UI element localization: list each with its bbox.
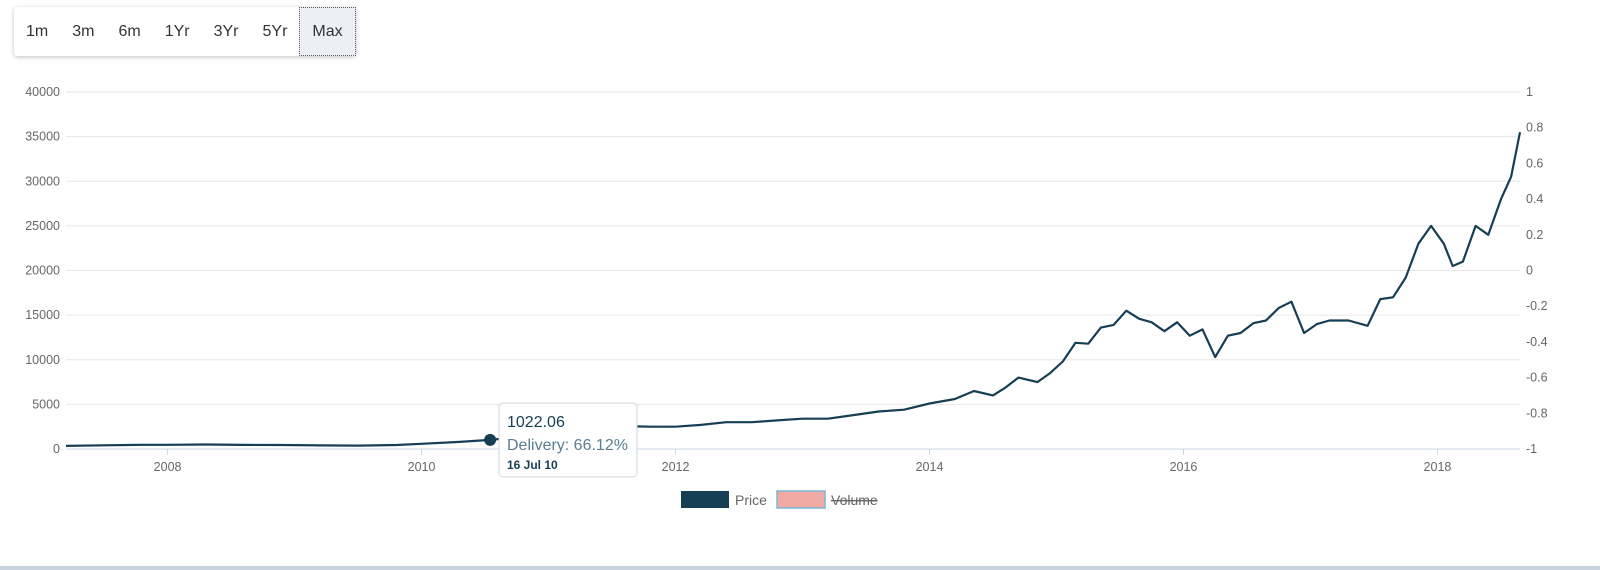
right-axis-tick-label: 0	[1526, 264, 1533, 278]
legend-item-volume[interactable]: Volume	[776, 490, 878, 509]
price-series-line[interactable]	[65, 131, 1522, 447]
tooltip-box	[498, 402, 638, 478]
tooltip-delivery: Delivery: 66.12%	[507, 437, 628, 454]
right-axis-tick-label: -0.8	[1526, 406, 1548, 420]
right-axis-tick-label: 0.2	[1526, 228, 1543, 242]
bottom-scrollbar-strip	[0, 566, 1600, 570]
range-button-max[interactable]: Max	[299, 7, 356, 56]
range-selector: 1m 3m 6m 1Yr 3Yr 5Yr Max	[14, 7, 356, 56]
right-axis-tick-label: 0.8	[1526, 121, 1543, 135]
x-axis: 2008 2010 2012 2014 2016 2018	[154, 449, 1452, 474]
range-button-3m[interactable]: 3m	[72, 23, 95, 40]
left-axis-tick-label: 10000	[25, 353, 60, 367]
right-axis-tick-label: 0.6	[1526, 156, 1543, 170]
right-axis-tick-label: 1	[1526, 85, 1533, 99]
legend: Price Volume	[681, 490, 878, 509]
right-axis-tick-label: -0.2	[1526, 299, 1548, 313]
left-axis-tick-label: 15000	[25, 308, 60, 322]
tooltip-date: 16 Jul 10	[507, 458, 558, 472]
right-axis: -1 -0.8 -0.6 -0.4 -0.2 0 0.2 0.4 0.6 0.8 1	[1526, 85, 1548, 456]
range-button-5yr[interactable]: 5Yr	[262, 23, 288, 40]
left-axis-tick-label: 25000	[25, 219, 60, 233]
range-button-1m[interactable]: 1m	[26, 23, 49, 40]
x-axis-tick-label: 2014	[916, 460, 944, 474]
right-axis-tick-label: -0.4	[1526, 335, 1548, 349]
left-axis-tick-label: 35000	[25, 130, 60, 144]
legend-swatch-price	[681, 491, 729, 508]
grid-lines	[66, 91, 1520, 405]
right-axis-tick-label: -1	[1526, 442, 1537, 456]
right-axis-tick-label: -0.6	[1526, 371, 1548, 385]
left-axis-tick-label: 20000	[25, 264, 60, 278]
legend-label-price: Price	[735, 492, 767, 508]
left-axis-tick-label: 5000	[32, 397, 60, 411]
legend-label-volume: Volume	[831, 492, 878, 508]
x-axis-tick-label: 2016	[1170, 460, 1198, 474]
left-axis-tick-label: 40000	[25, 85, 60, 99]
left-axis-tick-label: 30000	[25, 174, 60, 188]
legend-item-price[interactable]: Price	[681, 491, 767, 508]
tooltip: 1022.06 Delivery: 66.12% 16 Jul 10	[498, 402, 638, 478]
x-axis-tick-label: 2018	[1424, 460, 1452, 474]
x-axis-tick-label: 2008	[154, 460, 182, 474]
x-axis-tick-label: 2012	[662, 460, 690, 474]
left-axis: 0 5000 10000 15000 20000 25000 30000 35000 40000	[25, 85, 60, 456]
hover-marker	[484, 433, 497, 446]
range-button-3yr[interactable]: 3Yr	[213, 23, 239, 40]
right-axis-tick-label: 0.4	[1526, 192, 1543, 206]
range-button-1yr[interactable]: 1Yr	[164, 23, 190, 40]
range-button-6m[interactable]: 6m	[118, 23, 141, 40]
x-axis-tick-label: 2010	[408, 460, 436, 474]
tooltip-value: 1022.06	[507, 414, 565, 431]
legend-swatch-volume	[776, 490, 826, 509]
left-axis-tick-label: 0	[53, 442, 60, 456]
